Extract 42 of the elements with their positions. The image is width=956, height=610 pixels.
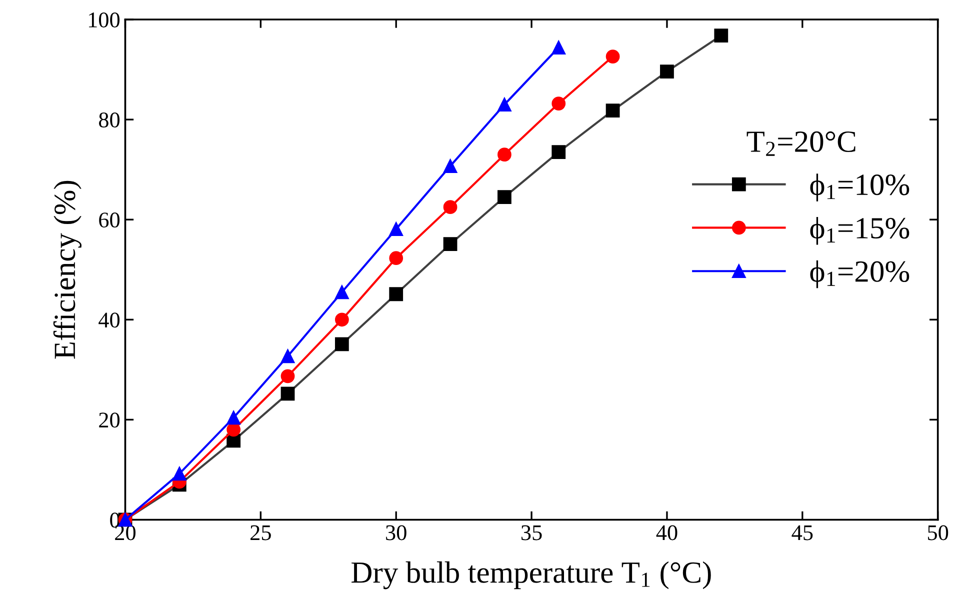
y-tick-label: 80 xyxy=(99,112,120,128)
y-tick-label: 20 xyxy=(99,412,120,428)
point xyxy=(389,222,404,236)
point xyxy=(552,145,566,160)
point xyxy=(226,410,241,425)
legend-title: T$_{2}$=20°C xyxy=(746,131,856,156)
x-tick-label: 25 xyxy=(250,525,271,540)
point xyxy=(443,237,458,252)
point xyxy=(334,337,349,352)
point xyxy=(498,98,512,112)
point xyxy=(552,96,566,110)
point xyxy=(226,422,241,437)
x-tick-label: 45 xyxy=(792,525,813,540)
point xyxy=(334,312,349,327)
point xyxy=(389,251,404,266)
legend-label: ϕ$_{1}$=10% xyxy=(810,174,910,202)
point xyxy=(280,369,295,384)
point xyxy=(172,466,186,481)
x-tick-label: 50 xyxy=(928,525,948,540)
y-tick-label: 60 xyxy=(99,212,120,228)
x-tick-label: 35 xyxy=(521,525,542,540)
point xyxy=(552,40,566,54)
point xyxy=(714,28,728,42)
point xyxy=(498,190,512,204)
legend-label: ϕ$_{1}$=15% xyxy=(810,217,910,245)
point xyxy=(498,148,512,162)
y-tick-label: 40 xyxy=(98,312,120,328)
legend-label: ϕ$_{1}$=20% xyxy=(810,260,910,288)
point xyxy=(606,50,620,64)
x-axis-title: Dry bulb temperature T$_{1}$ (°C) xyxy=(352,561,711,590)
x-tick-label: 30 xyxy=(386,525,406,540)
point xyxy=(280,386,295,401)
y-tick-label: 100 xyxy=(88,12,120,28)
point xyxy=(443,200,458,214)
y-axis-title: Efficiency (%) xyxy=(53,180,82,359)
point xyxy=(389,287,404,302)
point xyxy=(280,349,295,364)
point xyxy=(660,64,674,78)
x-tick-label: 40 xyxy=(656,525,678,540)
point xyxy=(606,104,620,118)
point xyxy=(334,285,349,300)
point xyxy=(443,159,458,174)
